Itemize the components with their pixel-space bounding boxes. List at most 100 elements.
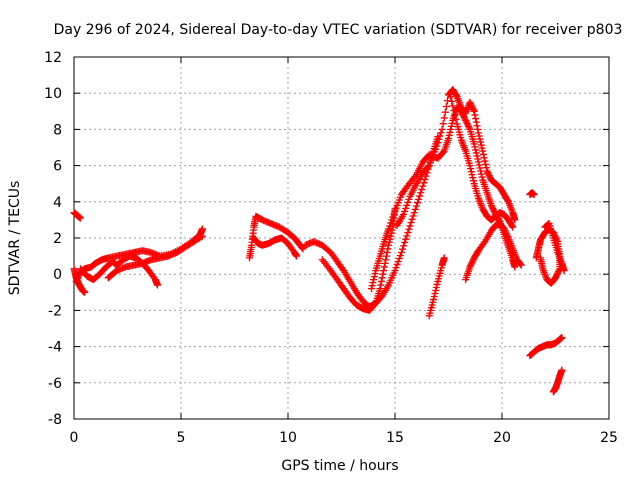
data-point [385,241,393,249]
data-point [435,135,443,143]
data-point [500,225,508,233]
data-point [501,226,509,234]
series-arc-11 [425,254,448,320]
data-point [198,225,206,233]
data-point [474,158,482,166]
data-point [477,167,485,175]
data-point [478,144,486,152]
data-point [370,273,378,281]
x-tick-label: 5 [177,430,186,446]
series-arc-1a [70,209,84,222]
data-point [471,143,479,151]
data-point [509,223,517,231]
data-point [484,169,492,177]
data-point [391,267,399,275]
data-point [470,107,478,115]
data-point [473,152,481,160]
data-point [511,263,519,271]
data-point [467,165,475,173]
data-point [432,145,440,153]
data-point [369,279,377,287]
data-point [424,163,432,171]
data-point [76,214,84,222]
data-point [407,219,415,227]
data-point [430,293,438,301]
data-point [504,197,512,205]
data-point [390,210,398,218]
data-point [438,125,446,133]
series-arc-6 [250,234,301,260]
y-tick-label: -6 [48,376,62,392]
data-point [398,245,406,253]
data-point [81,288,89,296]
data-point [437,129,445,137]
data-point [489,206,497,214]
data-point [463,119,471,127]
data-point [447,93,455,101]
data-point [447,122,455,130]
series-arc-7 [301,133,442,311]
data-point [368,282,376,290]
data-point [469,257,477,265]
series-arc-9 [367,104,519,293]
data-point [467,261,475,269]
data-point [405,195,413,203]
data-point [475,132,483,140]
y-tick-label: 6 [53,159,62,175]
data-point [440,114,448,122]
data-point [415,195,423,203]
data-point [383,248,391,256]
data-point [483,167,491,175]
data-point [468,171,476,179]
data-point [433,280,441,288]
data-point [452,92,460,100]
data-point [401,207,409,215]
data-point [554,269,562,277]
data-point [376,285,384,293]
data-point [466,162,474,170]
data-point [467,100,475,108]
data-point [432,283,440,291]
y-tick-label: 8 [53,122,62,138]
data-point [410,209,418,217]
data-point [388,226,396,234]
data-point [466,263,474,271]
data-point [393,261,401,269]
data-point [436,132,444,140]
data-point [482,164,490,172]
data-point [379,270,387,278]
data-point [466,98,474,106]
data-point [421,175,429,183]
data-point [430,296,438,304]
data-point [470,140,478,148]
data-point [517,261,525,269]
data-point [478,173,486,181]
series-arc-13 [462,220,525,284]
data-point [462,116,470,124]
data-point [482,160,490,168]
data-point [467,101,475,109]
data-point [476,135,484,143]
data-point [474,125,482,133]
data-point [471,111,479,119]
data-point [419,182,427,190]
x-tick-label: 25 [600,430,618,446]
data-point [380,267,388,275]
data-point [450,106,458,114]
data-point [479,150,487,158]
data-point [382,256,390,264]
data-point [504,232,512,240]
data-point [377,281,385,289]
data-point [479,147,487,155]
data-point [371,300,379,308]
data-point [476,164,484,172]
data-point [488,203,496,211]
data-point [197,233,205,241]
data-point [382,252,390,260]
data-point [431,290,439,298]
data-point [473,122,481,130]
data-point [403,201,411,209]
data-point [502,229,510,237]
data-point [400,242,408,250]
